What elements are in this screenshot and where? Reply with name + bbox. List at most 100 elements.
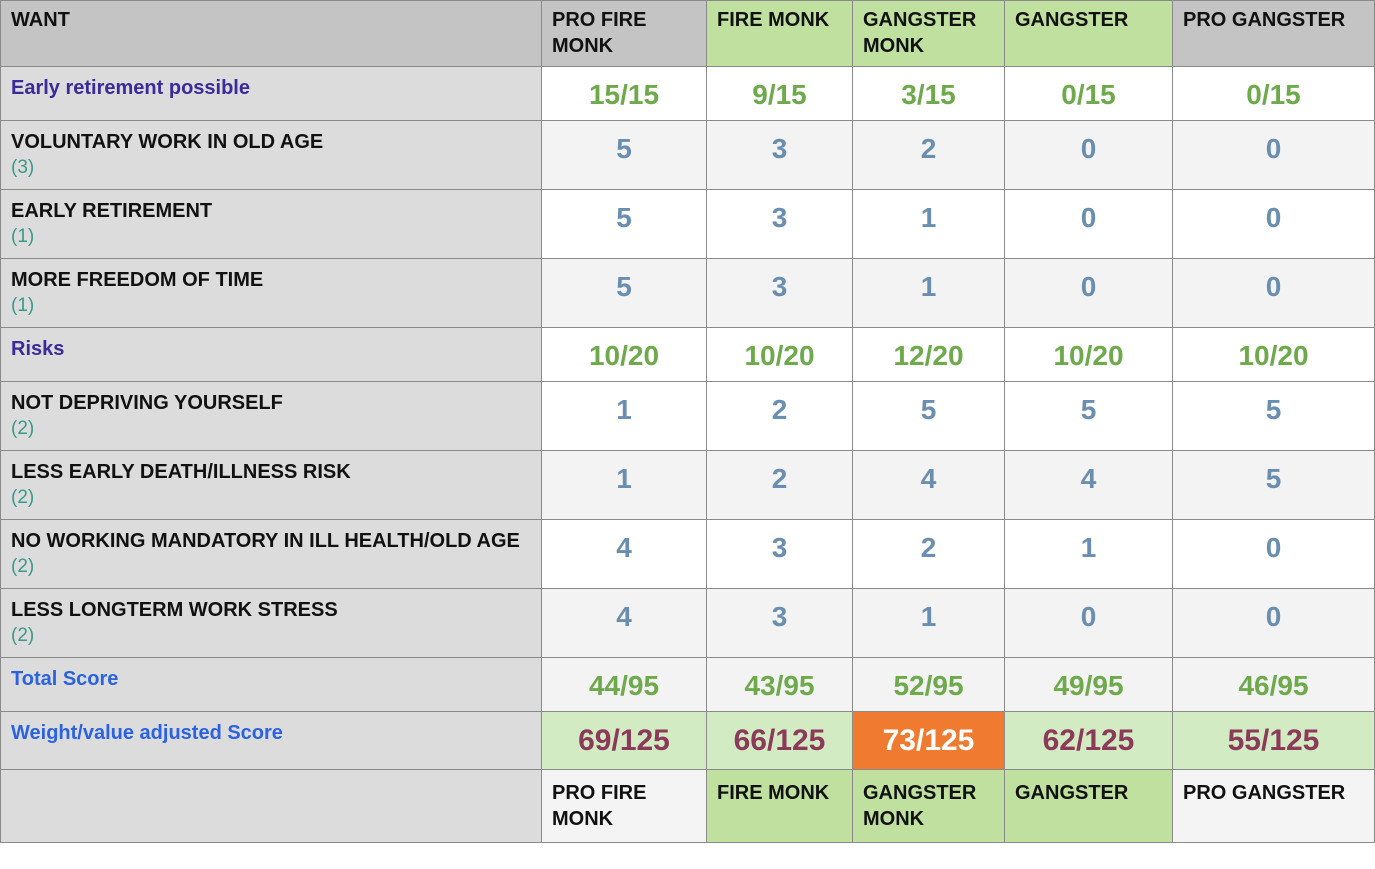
header-row: WANT PRO FIRE MONK FIRE MONK GANGSTER MONK G…: [0, 0, 1375, 67]
criterion-row: NOT DEPRIVING YOURSELF (2) 1 2 5 5 5: [0, 381, 1375, 451]
total-score: 46/95: [1172, 657, 1375, 712]
criterion-score: 0: [1172, 120, 1375, 190]
criterion-score: 0: [1004, 189, 1173, 259]
column-footer: GANGSTER MONK: [852, 769, 1005, 843]
criterion-score: 3: [706, 258, 853, 328]
criterion-score: 4: [1004, 450, 1173, 520]
criterion-score: 5: [852, 381, 1005, 451]
column-header: FIRE MONK: [706, 0, 853, 67]
section-score: 0/15: [1004, 66, 1173, 121]
criterion-score: 3: [706, 588, 853, 658]
criterion-score: 3: [706, 120, 853, 190]
criterion-label: MORE FREEDOM OF TIME (1): [0, 258, 542, 328]
criterion-score: 0: [1004, 588, 1173, 658]
column-header: GANGSTER MONK: [852, 0, 1005, 67]
criterion-score: 5: [1172, 450, 1375, 520]
criterion-name: LESS LONGTERM WORK STRESS: [11, 599, 338, 621]
criterion-row: EARLY RETIREMENT (1) 5 3 1 0 0: [0, 189, 1375, 259]
total-row: Total Score 44/95 43/95 52/95 49/95 46/95: [0, 657, 1375, 712]
weighted-score: 62/125: [1004, 711, 1173, 770]
weighted-score: 69/125: [541, 711, 707, 770]
criterion-score: 2: [852, 519, 1005, 589]
criterion-score: 0: [1004, 120, 1173, 190]
footer-row: PRO FIRE MONK FIRE MONK GANGSTER MONK GANGS…: [0, 769, 1375, 843]
section-score: 10/20: [541, 327, 707, 382]
total-score: 44/95: [541, 657, 707, 712]
criterion-weight: (2): [11, 418, 35, 439]
criterion-score: 1: [852, 189, 1005, 259]
criterion-label: NO WORKING MANDATORY IN ILL HEALTH/OLD A…: [0, 519, 542, 589]
total-score: 43/95: [706, 657, 853, 712]
criterion-score: 1: [852, 588, 1005, 658]
criterion-score: 5: [541, 120, 707, 190]
weighted-score: 55/125: [1172, 711, 1375, 770]
section-score: 3/15: [852, 66, 1005, 121]
weighted-row: Weight/value adjusted Score 69/125 66/125 7…: [0, 711, 1375, 770]
header-label: WANT: [0, 0, 542, 67]
criterion-row: LESS EARLY DEATH/ILLNESS RISK (2) 1 2 4 4 5: [0, 450, 1375, 520]
criterion-score: 0: [1172, 588, 1375, 658]
criterion-score: 3: [706, 189, 853, 259]
criterion-score: 5: [1172, 381, 1375, 451]
criterion-row: VOLUNTARY WORK IN OLD AGE (3) 5 3 2 0 0: [0, 120, 1375, 190]
section-score: 10/20: [1004, 327, 1173, 382]
total-label: Total Score: [0, 657, 542, 712]
criterion-weight: (2): [11, 625, 35, 646]
section-score: 9/15: [706, 66, 853, 121]
criterion-label: EARLY RETIREMENT (1): [0, 189, 542, 259]
criterion-score: 0: [1172, 258, 1375, 328]
criterion-label: LESS LONGTERM WORK STRESS (2): [0, 588, 542, 658]
criterion-label: LESS EARLY DEATH/ILLNESS RISK (2): [0, 450, 542, 520]
section-score: 0/15: [1172, 66, 1375, 121]
criterion-score: 1: [541, 450, 707, 520]
column-footer: PRO GANGSTER: [1172, 769, 1375, 843]
criterion-name: VOLUNTARY WORK IN OLD AGE: [11, 131, 324, 153]
criterion-row: NO WORKING MANDATORY IN ILL HEALTH/OLD A…: [0, 519, 1375, 589]
criterion-score: 2: [852, 120, 1005, 190]
weighted-score: 66/125: [706, 711, 853, 770]
criterion-score: 0: [1172, 519, 1375, 589]
column-footer: FIRE MONK: [706, 769, 853, 843]
criterion-score: 4: [852, 450, 1005, 520]
section-score: 10/20: [1172, 327, 1375, 382]
criterion-weight: (1): [11, 295, 35, 316]
criterion-name: NO WORKING MANDATORY IN ILL HEALTH/OLD A…: [11, 530, 520, 552]
criterion-score: 4: [541, 588, 707, 658]
criterion-score: 4: [541, 519, 707, 589]
criterion-row: LESS LONGTERM WORK STRESS (2) 4 3 1 0 0: [0, 588, 1375, 658]
column-header: GANGSTER: [1004, 0, 1173, 67]
criterion-score: 5: [1004, 381, 1173, 451]
section-row: Risks 10/20 10/20 12/20 10/20 10/20: [0, 327, 1375, 382]
criterion-name: EARLY RETIREMENT: [11, 200, 213, 222]
section-row: Early retirement possible 15/15 9/15 3/15 0/…: [0, 66, 1375, 121]
criterion-name: LESS EARLY DEATH/ILLNESS RISK: [11, 461, 351, 483]
criterion-weight: (2): [11, 556, 35, 577]
criterion-weight: (2): [11, 487, 35, 508]
column-header: PRO GANGSTER: [1172, 0, 1375, 67]
criterion-score: 0: [1004, 258, 1173, 328]
criterion-score: 3: [706, 519, 853, 589]
total-score: 49/95: [1004, 657, 1173, 712]
section-score: 12/20: [852, 327, 1005, 382]
criterion-score: 5: [541, 258, 707, 328]
criterion-label: NOT DEPRIVING YOURSELF (2): [0, 381, 542, 451]
section-score: 10/20: [706, 327, 853, 382]
total-score: 52/95: [852, 657, 1005, 712]
column-footer: GANGSTER: [1004, 769, 1173, 843]
section-score: 15/15: [541, 66, 707, 121]
criterion-label: VOLUNTARY WORK IN OLD AGE (3): [0, 120, 542, 190]
criterion-score: 5: [541, 189, 707, 259]
criterion-score: 0: [1172, 189, 1375, 259]
criterion-name: NOT DEPRIVING YOURSELF: [11, 392, 283, 414]
section-label: Early retirement possible: [0, 66, 542, 121]
column-header: PRO FIRE MONK: [541, 0, 707, 67]
criterion-weight: (1): [11, 226, 35, 247]
criterion-name: MORE FREEDOM OF TIME: [11, 269, 264, 291]
criterion-score: 2: [706, 381, 853, 451]
weighted-label: Weight/value adjusted Score: [0, 711, 542, 770]
weighted-score: 73/125: [852, 711, 1005, 770]
criterion-weight: (3): [11, 157, 35, 178]
criterion-score: 1: [1004, 519, 1173, 589]
column-footer: PRO FIRE MONK: [541, 769, 707, 843]
